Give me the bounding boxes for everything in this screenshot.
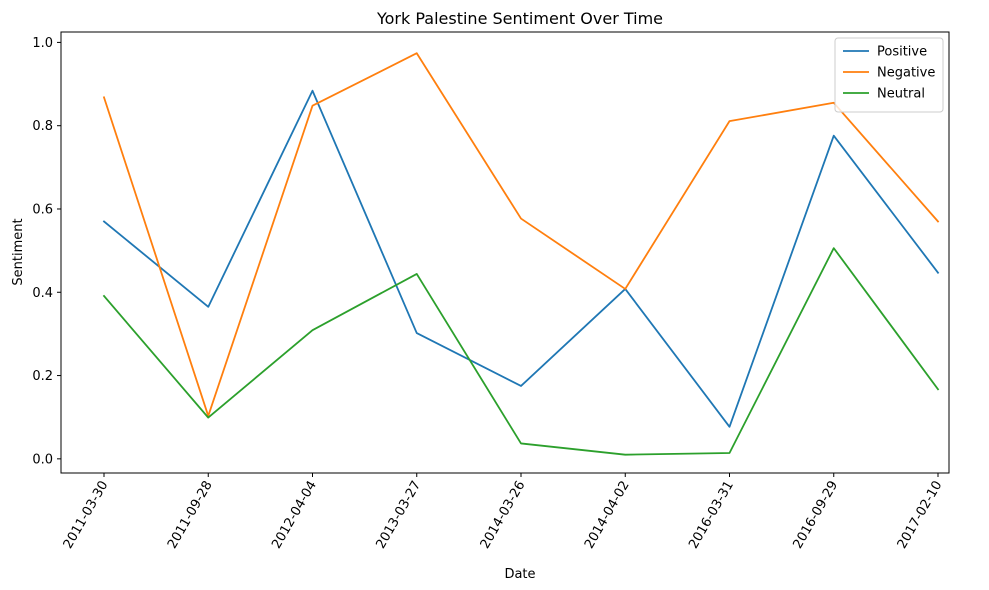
x-tick-label: 2011-03-30 bbox=[61, 479, 112, 552]
y-tick-label: 1.0 bbox=[32, 36, 53, 51]
y-tick-label: 0.2 bbox=[32, 369, 53, 384]
plot-frame bbox=[60, 31, 950, 474]
legend-label-negative: Negative bbox=[877, 66, 935, 81]
x-tick-label: 2016-09-29 bbox=[790, 479, 841, 552]
chart-title: York Palestine Sentiment Over Time bbox=[376, 9, 663, 28]
series-line-positive bbox=[102, 89, 940, 428]
y-axis: 0.0 0.2 0.4 0.6 0.8 1.0 bbox=[32, 36, 61, 467]
x-tick-label: 2012-04-04 bbox=[269, 479, 320, 552]
x-tick-label: 2017-02-10 bbox=[895, 479, 946, 552]
legend: Positive Negative Neutral bbox=[834, 37, 944, 113]
x-tick-label: 2016-03-31 bbox=[686, 479, 737, 552]
y-tick-label: 0.6 bbox=[32, 202, 53, 217]
y-tick-label: 0.4 bbox=[32, 286, 53, 301]
series-lines bbox=[102, 52, 940, 456]
series-line-negative bbox=[102, 52, 940, 417]
x-axis-label: Date bbox=[504, 567, 535, 582]
x-tick-label: 2014-03-26 bbox=[478, 479, 529, 552]
y-tick-label: 0.8 bbox=[32, 119, 53, 134]
y-axis-label: Sentiment bbox=[11, 218, 26, 285]
x-axis: 2011-03-30 2011-09-28 2012-04-04 2013-03-27… bbox=[61, 473, 946, 552]
x-tick-label: 2014-04-02 bbox=[582, 479, 633, 552]
x-tick-label: 2011-09-28 bbox=[165, 479, 216, 552]
series-line-neutral bbox=[102, 247, 940, 456]
legend-label-neutral: Neutral bbox=[877, 87, 925, 102]
legend-label-positive: Positive bbox=[877, 45, 927, 60]
y-tick-label: 0.0 bbox=[32, 452, 53, 467]
x-tick-label: 2013-03-27 bbox=[373, 479, 424, 552]
